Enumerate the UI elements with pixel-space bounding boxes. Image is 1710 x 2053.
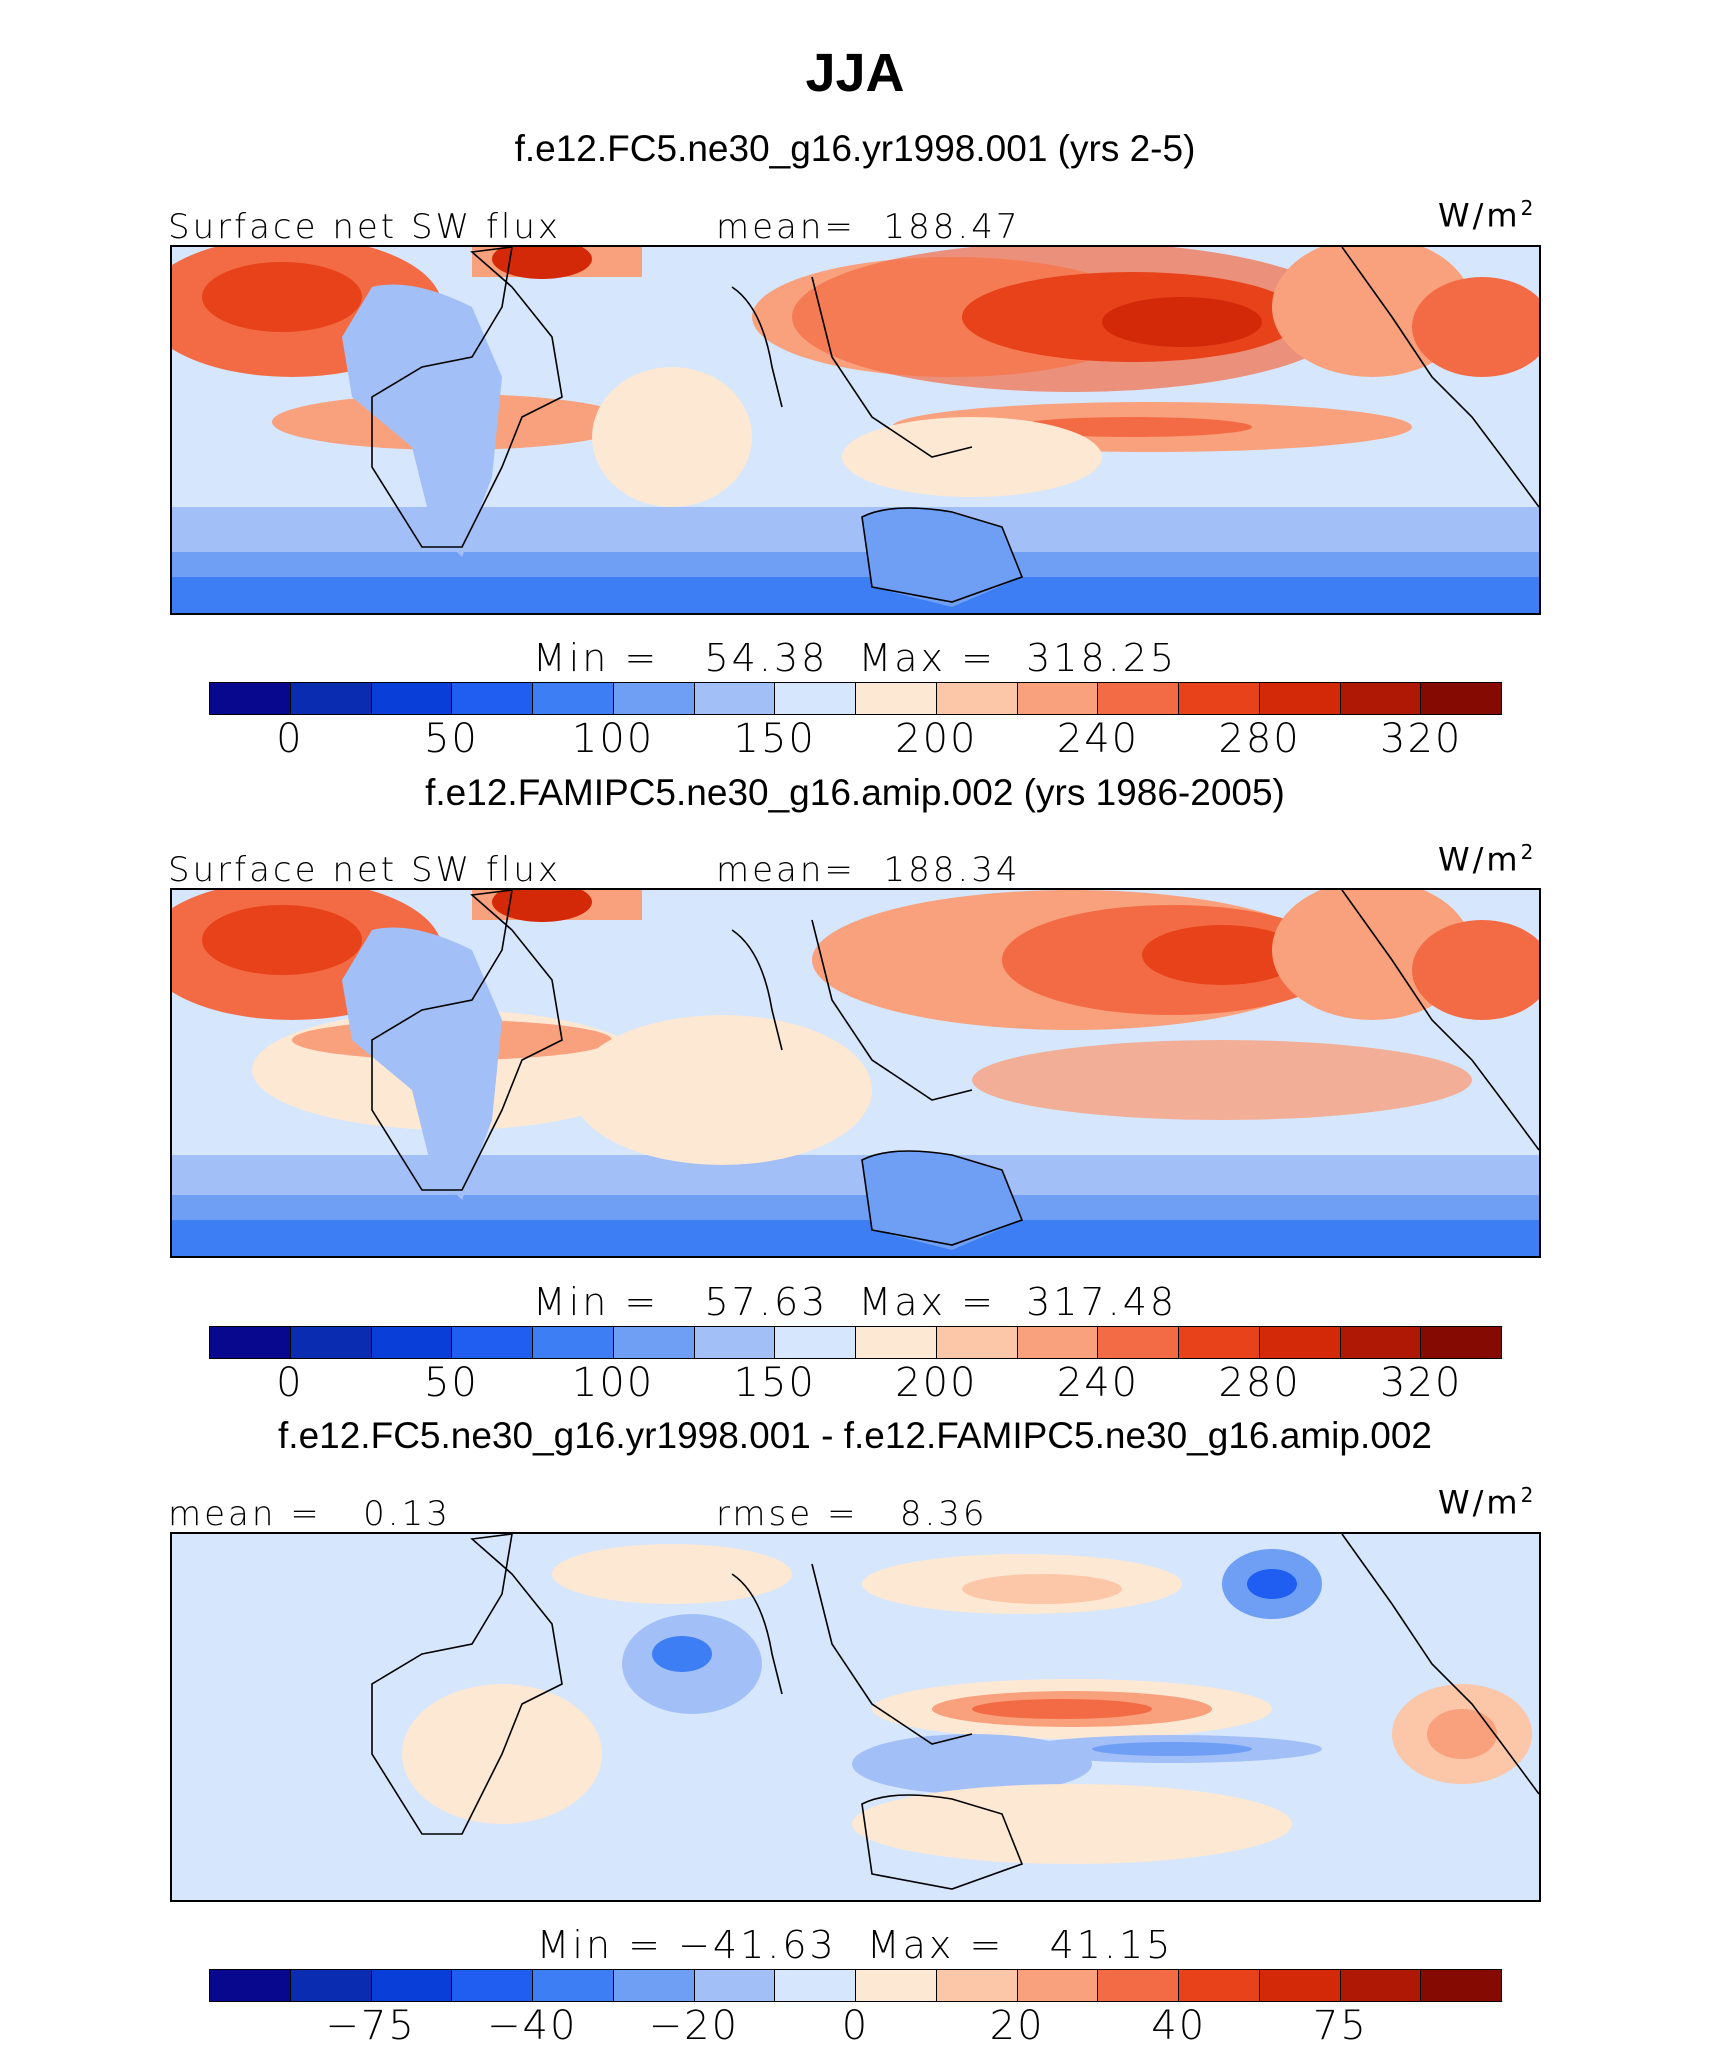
colorbar-swatch [210,1327,291,1358]
colorbar-swatch [1179,1327,1260,1358]
panel-3-map [170,1532,1541,1902]
colorbar-tick-label: −20 [648,2003,740,2049]
panel-3-mean-label: mean = 0.13 [168,1494,451,1534]
colorbar-swatch [1340,1327,1422,1358]
colorbar-swatch [1340,1970,1422,2001]
panel-1-subtitle: f.e12.FC5.ne30_g16.yr1998.001 (yrs 2-5) [514,128,1196,169]
colorbar-tick-label: −40 [487,2003,578,2049]
panel-3-subtitle: f.e12.FC5.ne30_g16.yr1998.001 - f.e12.FA… [278,1415,1432,1456]
colorbar-swatch [1179,1970,1260,2001]
panel-3-field [172,1534,1539,1900]
colorbar-swatch [1098,683,1179,714]
colorbar-swatch [856,1970,937,2001]
colorbar-tick-label: 20 [989,2003,1045,2049]
colorbar-tick-label: 100 [571,716,655,762]
colorbar-swatch [1017,1970,1099,2001]
colorbar-swatch [1259,1327,1341,1358]
colorbar-swatch [613,683,695,714]
colorbar-swatch [210,683,291,714]
panel-1-map [170,245,1541,615]
colorbar-swatch [936,683,1018,714]
panel-3-units: W/m2 [1438,1483,1537,1522]
panel-1-minmax: Min = 54.38 Max = 318.25 [532,636,1178,680]
colorbar-tick-label: 0 [841,2003,870,2049]
panel-1-mean-label: mean= 188.47 [716,207,1021,247]
panel-2-variable-label: Surface net SW flux [168,850,562,890]
colorbar-swatch [1421,1970,1501,2001]
colorbar-tick-label: 50 [423,716,479,762]
colorbar-tick-label: 280 [1218,1360,1301,1406]
colorbar-tick-label: 150 [733,1360,816,1406]
colorbar-tick-label: 50 [423,1360,479,1406]
panel-2-mean-label: mean= 188.34 [716,850,1021,890]
colorbar-swatch [371,1327,453,1358]
colorbar-swatch [533,1327,614,1358]
colorbar-swatch [1259,1970,1341,2001]
panel-1-colorbar-ticks: 0 50 100 150 200 240 280 320 [209,716,1502,766]
panel-2-field [172,890,1539,1256]
colorbar-swatch [613,1327,695,1358]
colorbar-swatch [613,1970,695,2001]
colorbar-swatch [936,1970,1018,2001]
colorbar-tick-label: 320 [1380,716,1463,762]
colorbar-tick-label: 200 [895,1360,978,1406]
colorbar-swatch [856,1327,937,1358]
colorbar-swatch [533,683,614,714]
panel-2-map [170,888,1541,1258]
colorbar-swatch [775,1327,856,1358]
colorbar-tick-label: 40 [1151,2003,1207,2049]
colorbar-tick-label: 75 [1312,2003,1368,2049]
colorbar-tick-label: 150 [733,716,816,762]
colorbar-tick-label: 0 [276,1360,304,1406]
colorbar-swatch [290,1970,372,2001]
colorbar-swatch [1421,1327,1501,1358]
colorbar-tick-label: −75 [325,2003,416,2049]
colorbar-swatch [694,683,776,714]
colorbar-tick-label: 200 [895,716,978,762]
colorbar-swatch [452,1327,533,1358]
colorbar-swatch [452,683,533,714]
colorbar-swatch [936,1327,1018,1358]
panel-2-minmax: Min = 57.63 Max = 317.48 [532,1280,1178,1324]
colorbar-swatch [694,1970,776,2001]
colorbar-swatch [210,1970,291,2001]
colorbar-swatch [290,1327,372,1358]
figure-title: JJA [805,43,905,103]
colorbar-swatch [1179,683,1260,714]
panel-1-colorbar [209,682,1502,715]
colorbar-tick-label: 240 [1056,716,1140,762]
colorbar-swatch [775,1970,856,2001]
colorbar-swatch [371,1970,453,2001]
panel-2-subtitle: f.e12.FAMIPC5.ne30_g16.amip.002 (yrs 198… [425,772,1285,813]
colorbar-swatch [533,1970,614,2001]
panel-2-units: W/m2 [1438,840,1537,879]
colorbar-swatch [694,1327,776,1358]
panel-2-colorbar [209,1326,1502,1359]
colorbar-tick-label: 280 [1218,716,1301,762]
colorbar-swatch [1098,1970,1179,2001]
panel-3-colorbar-ticks: −75 −40 −20 0 20 40 75 [209,2003,1502,2053]
colorbar-swatch [371,683,453,714]
panel-3-colorbar [209,1969,1502,2002]
panel-1-field [172,247,1539,613]
panel-3-rmse-label: rmse = 8.36 [716,1494,988,1534]
colorbar-swatch [452,1970,533,2001]
colorbar-swatch [775,683,856,714]
colorbar-swatch [290,683,372,714]
colorbar-swatch [856,683,937,714]
colorbar-swatch [1259,683,1341,714]
panel-1-variable-label: Surface net SW flux [168,207,562,247]
panel-2-colorbar-ticks: 0 50 100 150 200 240 280 320 [209,1360,1502,1410]
colorbar-swatch [1017,1327,1099,1358]
colorbar-swatch [1340,683,1422,714]
colorbar-swatch [1421,683,1501,714]
colorbar-swatch [1017,683,1099,714]
colorbar-tick-label: 100 [571,1360,655,1406]
colorbar-tick-label: 240 [1056,1360,1140,1406]
colorbar-tick-label: 320 [1380,1360,1463,1406]
panel-3-minmax: Min = −41.63 Max = 41.15 [536,1923,1174,1967]
colorbar-swatch [1098,1327,1179,1358]
panel-1-units: W/m2 [1438,196,1537,235]
colorbar-tick-label: 0 [276,716,304,762]
